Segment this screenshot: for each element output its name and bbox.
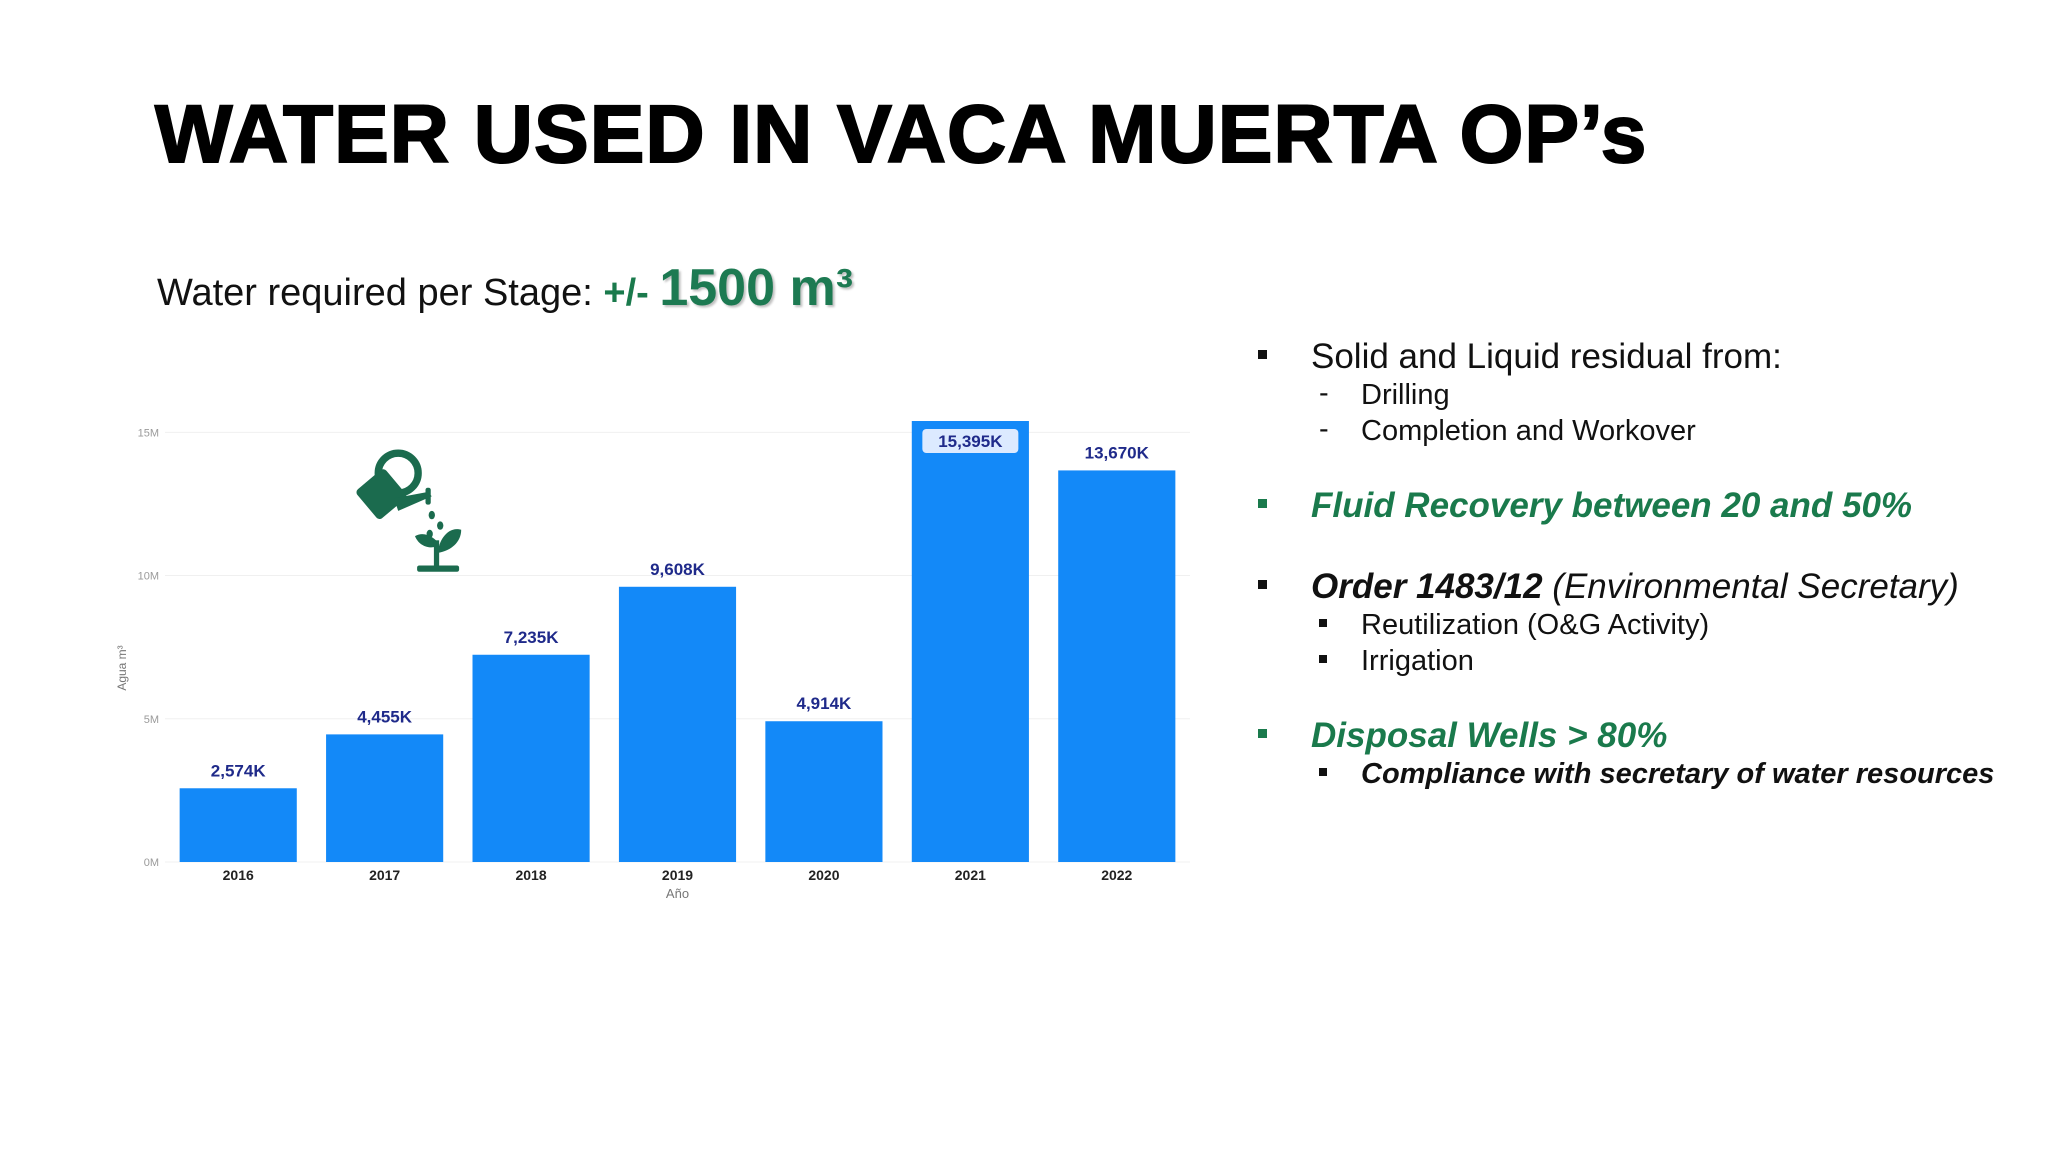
data-label: 4,914K <box>797 694 853 713</box>
sub-item-drilling: - Drilling <box>1311 377 1998 413</box>
bullet-marker <box>1258 499 1267 508</box>
bar-2016 <box>179 788 297 862</box>
y-axis-label: Agua m³ <box>115 645 129 690</box>
x-tick-label: 2016 <box>223 867 254 883</box>
square-marker <box>1319 768 1327 776</box>
bullet-residual: Solid and Liquid residual from: <box>1258 336 1998 377</box>
bar-2019 <box>618 586 737 862</box>
bar-2021 <box>911 421 1029 862</box>
bar-2018 <box>472 654 590 862</box>
sub-item-compliance: Compliance with secretary of water resou… <box>1311 756 1998 792</box>
bullet-text: Solid and Liquid residual from: <box>1311 337 1782 376</box>
bullet-text: Order 1483/12 (Environmental Secretary) <box>1311 566 1998 607</box>
data-label: 7,235K <box>504 628 560 647</box>
watering-can-plant-icon <box>356 449 462 572</box>
x-tick-label: 2020 <box>808 867 839 883</box>
bar-2017 <box>326 734 444 862</box>
bullet-marker <box>1258 580 1267 589</box>
bullet-marker <box>1258 729 1267 738</box>
bullet-marker <box>1258 350 1267 359</box>
sub-text: Reutilization (O&G Activity) <box>1361 609 1710 641</box>
data-label: 15,395K <box>938 432 1003 451</box>
x-axis-label: Año <box>666 886 689 901</box>
order-number: Order 1483/12 <box>1311 567 1543 606</box>
water-usage-bar-chart: 0M 5M 10M 15M Agua m³ 2,574K 2016 4,455K 2017 7,2… <box>115 421 1190 901</box>
x-tick-label: 2021 <box>955 867 986 883</box>
subtitle: Water required per Stage: +/- 1500 m³ <box>157 258 853 318</box>
sub-text: Completion and Workover <box>1361 415 1696 447</box>
x-tick-label: 2018 <box>515 867 546 883</box>
bullet-fluid-recovery: Fluid Recovery between 20 and 50% <box>1258 485 1998 526</box>
sub-item-reutilization: Reutilization (O&G Activity) <box>1311 607 1998 643</box>
bullet-order: Order 1483/12 (Environmental Secretary) <box>1258 566 1998 607</box>
bar-2020 <box>765 721 883 862</box>
y-tick-label: 10M <box>138 571 159 583</box>
data-label-highlight <box>922 429 1019 454</box>
sub-text: Compliance with secretary of water resou… <box>1361 758 1995 790</box>
bullet-text: Fluid Recovery between 20 and 50% <box>1311 486 1913 525</box>
subtitle-value: 1500 m³ <box>659 259 854 317</box>
x-tick-label: 2017 <box>369 867 400 883</box>
data-label: 4,455K <box>357 707 413 726</box>
y-tick-label: 5M <box>144 714 159 726</box>
y-tick-label: 0M <box>144 857 159 869</box>
order-description: (Environmental Secretary) <box>1542 567 1959 606</box>
bullet-list: Solid and Liquid residual from: - Drilli… <box>1258 336 1998 792</box>
dash-marker: - <box>1319 377 1329 409</box>
sub-text: Drilling <box>1361 379 1450 411</box>
bullet-text: Disposal Wells > 80% <box>1311 716 1668 755</box>
square-marker <box>1319 619 1327 627</box>
bar-2022 <box>1058 470 1176 862</box>
data-label: 13,670K <box>1085 443 1150 462</box>
slide-title: WATER USED IN VACA MUERTA OP’s <box>154 88 1648 181</box>
square-marker <box>1319 655 1327 663</box>
bullet-disposal-wells: Disposal Wells > 80% <box>1258 715 1998 756</box>
data-label: 2,574K <box>211 761 267 780</box>
x-tick-label: 2022 <box>1101 867 1132 883</box>
sub-item-completion: - Completion and Workover <box>1311 413 1998 449</box>
sub-item-irrigation: Irrigation <box>1311 643 1998 679</box>
subtitle-approx: +/- <box>603 272 660 314</box>
dash-marker: - <box>1319 413 1329 445</box>
data-label: 9,608K <box>650 560 706 579</box>
x-tick-label: 2019 <box>662 867 693 883</box>
sub-text: Irrigation <box>1361 645 1474 677</box>
subtitle-prefix: Water required per Stage: <box>157 272 604 314</box>
y-tick-label: 15M <box>138 427 159 439</box>
